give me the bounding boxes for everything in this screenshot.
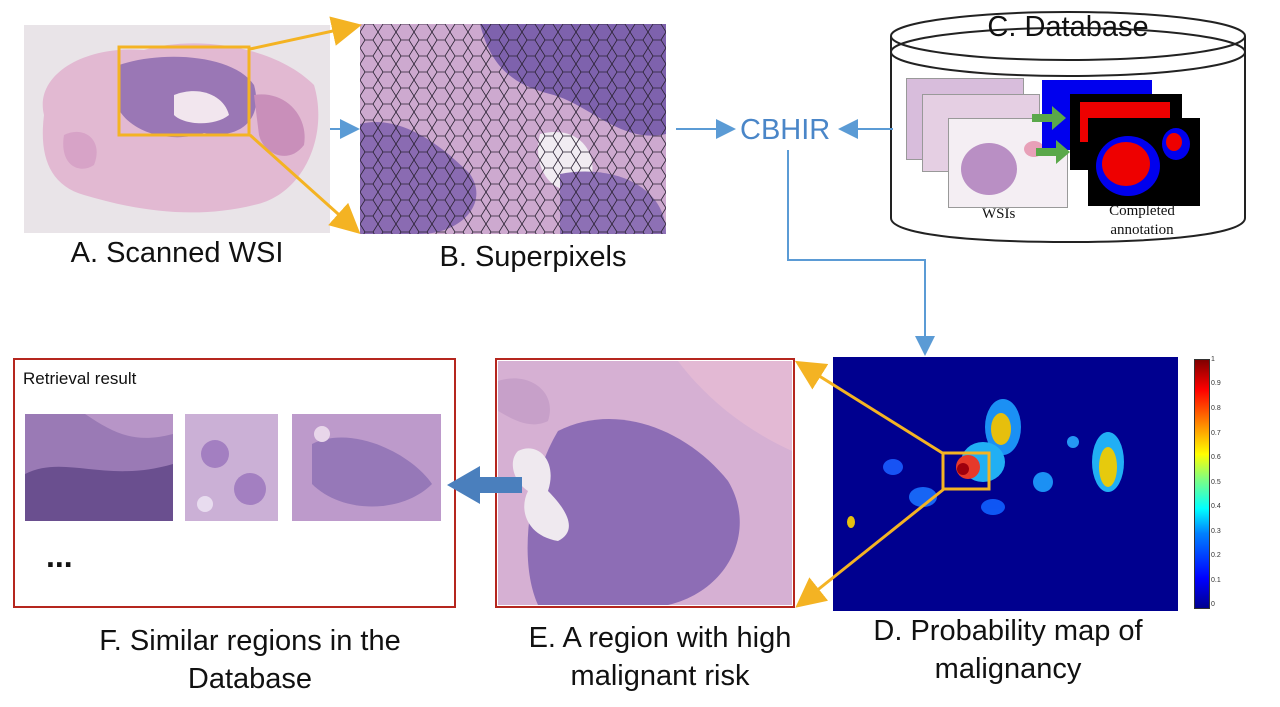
completed-annotation-line2: annotation bbox=[1110, 222, 1174, 238]
caption-superpixels: B. Superpixels bbox=[439, 241, 627, 273]
caption-similar-regions: F. Similar regions in the Database bbox=[60, 622, 440, 698]
retrieval-thumbnail bbox=[25, 414, 173, 521]
scanned-wsi-image bbox=[24, 25, 330, 233]
annotation-masks bbox=[1032, 80, 1202, 208]
retrieval-result-title: Retrieval result bbox=[23, 369, 137, 388]
retrieval-thumbnail bbox=[292, 414, 441, 521]
completed-annotation-line1: Completed bbox=[1109, 203, 1175, 219]
colorbar-tick: 0.2 bbox=[1211, 552, 1221, 559]
colorbar-tick: 0.3 bbox=[1211, 528, 1221, 535]
yellow-arrow-icon bbox=[794, 360, 945, 456]
wsis-label: WSIs bbox=[982, 206, 1016, 222]
colorbar-tick: 0.7 bbox=[1211, 430, 1221, 437]
colorbar-tick: 0.1 bbox=[1211, 577, 1221, 584]
caption-probability-map: D. Probability map of malignancy bbox=[838, 612, 1178, 688]
colorbar-tick: 0.5 bbox=[1211, 479, 1221, 486]
colorbar-tick: 0 bbox=[1211, 601, 1215, 608]
superpixels-image bbox=[360, 24, 666, 234]
yellow-arrow-icon bbox=[795, 487, 945, 608]
caption-probability-map-line2: malignancy bbox=[934, 653, 1082, 685]
blue-arrow-icon bbox=[787, 150, 935, 356]
retrieval-ellipsis: ... bbox=[46, 538, 73, 574]
yellow-arrow-icon bbox=[248, 133, 361, 235]
colorbar-icon bbox=[1194, 359, 1210, 609]
caption-high-risk-line2: malignant risk bbox=[570, 660, 750, 692]
colorbar-tick: 0.4 bbox=[1211, 503, 1221, 510]
caption-similar-regions-line1: F. Similar regions in the bbox=[99, 625, 401, 657]
caption-high-risk-line1: E. A region with high bbox=[528, 622, 792, 654]
caption-probability-map-line1: D. Probability map of bbox=[873, 615, 1143, 647]
completed-annotation-label: Completed annotation bbox=[1096, 202, 1188, 240]
yellow-arrow-icon bbox=[249, 16, 362, 51]
caption-similar-regions-line2: Database bbox=[187, 663, 313, 695]
caption-database: C. Database bbox=[987, 11, 1149, 43]
colorbar-tick: 0.8 bbox=[1211, 405, 1221, 412]
colorbar-tick: 0.9 bbox=[1211, 380, 1221, 387]
caption-high-risk-region: E. A region with high malignant risk bbox=[490, 619, 830, 695]
cbhir-label: CBHIR bbox=[740, 114, 831, 146]
caption-scanned-wsi: A. Scanned WSI bbox=[70, 237, 284, 269]
large-left-arrow-icon bbox=[447, 466, 522, 504]
colorbar-tick: 0.6 bbox=[1211, 454, 1221, 461]
retrieval-thumbnail bbox=[185, 414, 278, 521]
probability-map bbox=[833, 357, 1178, 611]
high-risk-region-image bbox=[498, 361, 792, 605]
colorbar-tick: 1 bbox=[1211, 356, 1215, 363]
